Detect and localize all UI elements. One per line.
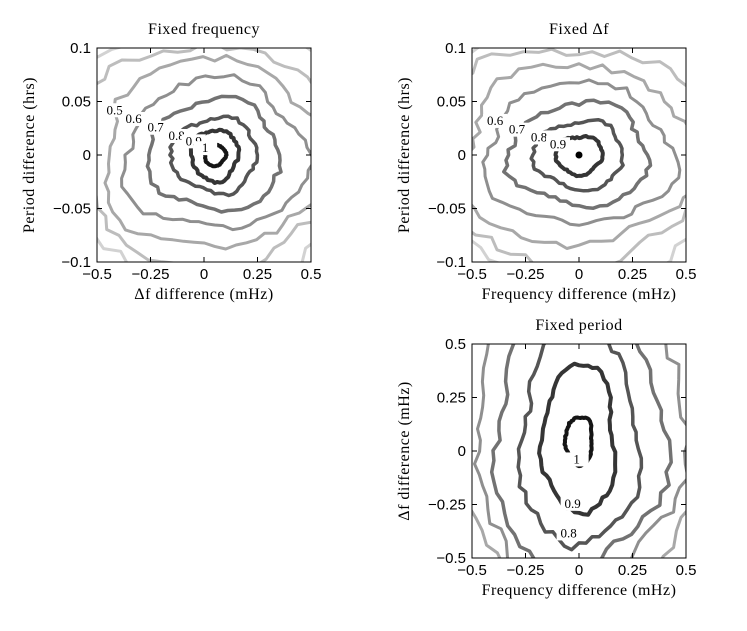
x-tick-label: −0.25 — [507, 562, 545, 579]
x-tick-label: 0.5 — [676, 562, 697, 579]
contour-label-bg — [102, 103, 127, 118]
contour-label-bg — [143, 120, 168, 135]
y-tick-label: 0 — [83, 147, 91, 164]
contour-lines — [472, 344, 686, 558]
contour-label: 0.9 — [565, 496, 581, 511]
panel-title: Fixed period — [535, 317, 622, 334]
contour-label-bg — [483, 113, 508, 128]
contour-level-0-5 — [103, 53, 311, 251]
x-tick-label: 0.25 — [618, 266, 647, 283]
contour-label-bg — [546, 137, 571, 152]
x-tick-label: 0.25 — [618, 562, 647, 579]
contour-label-bg — [560, 496, 585, 511]
x-tick-label: 0 — [575, 562, 583, 579]
panel-2: 0.6 0.7 0.8 0.9 −0.5 −0.25 0 0.25 0.5 −0.1 −0.05 0 0… — [396, 21, 697, 303]
contour-level-0-6 — [481, 78, 682, 227]
contour-label: 0.7 — [147, 120, 164, 135]
x-tick-label: 0.25 — [243, 266, 272, 283]
y-axis-label: Period difference (hrs) — [396, 77, 413, 233]
x-axis-label: Δf difference (mHz) — [134, 286, 273, 303]
y-tick-label: 0 — [458, 147, 466, 164]
y-tick-label: 0.05 — [437, 94, 466, 111]
contour-label-bg — [556, 526, 581, 541]
contour-level-0-4 — [472, 48, 686, 262]
y-axis-label: Δf difference (mHz) — [396, 381, 413, 520]
contour-level-0-9 — [188, 127, 242, 185]
x-tick-label: −0.25 — [132, 266, 170, 283]
x-tick-label: −0.5 — [457, 266, 487, 283]
contour-level-0-9 — [537, 361, 618, 517]
panel-1: 0.50.60.70.8 0.9 1−0.5 −0.25 0 0.25 0.5−0.1−0.… — [21, 21, 322, 303]
contour-label: 0.5 — [106, 102, 122, 117]
panel-title: Fixed frequency — [148, 21, 260, 38]
contour-level-0-7 — [145, 94, 283, 214]
contour-level-0-7 — [502, 98, 653, 210]
contour-level-0-4 — [97, 48, 311, 262]
contour-level-0-6 — [473, 344, 686, 558]
contour-label: 0.8 — [168, 128, 184, 143]
contour-label-bg — [121, 111, 146, 126]
y-tick-label: −0.05 — [428, 201, 466, 218]
panel-3: 0.8 0.9 1 −0.5 −0.25 0 0.25 0.5 −0.5 −0.25 0 0.25 0.… — [396, 317, 697, 599]
y-tick-label: −0.1 — [61, 254, 91, 271]
x-axis-label: Frequency difference (mHz) — [482, 582, 677, 599]
contour-label: 1 — [573, 451, 580, 466]
x-tick-label: −0.25 — [507, 266, 545, 283]
contour-label: 0.6 — [487, 113, 504, 128]
contour-label: 0.8 — [560, 525, 576, 540]
x-tick-label: 0.5 — [676, 266, 697, 283]
y-tick-label: 0.1 — [70, 40, 91, 57]
contour-level-0-8 — [529, 117, 625, 193]
peak-marker — [575, 151, 583, 159]
contour-label-bg — [193, 141, 218, 156]
contour-label: 0.6 — [126, 111, 143, 126]
contour-label-bg — [526, 130, 551, 145]
contour-label: 0.9 — [550, 136, 566, 151]
y-tick-label: 0.25 — [437, 390, 466, 407]
contour-level-0-7 — [489, 344, 673, 558]
y-tick-label: 0.1 — [445, 40, 466, 57]
x-tick-label: −0.5 — [82, 266, 112, 283]
y-tick-label: 0.05 — [62, 94, 91, 111]
y-tick-label: 0 — [458, 443, 466, 460]
contour-level-0-8 — [516, 344, 644, 552]
x-tick-label: 0 — [575, 266, 583, 283]
contour-label: 1 — [202, 140, 209, 155]
contour-level-0-9 — [553, 134, 605, 179]
contour-level-0-8 — [168, 114, 260, 198]
contour-label: 0.8 — [531, 129, 547, 144]
y-tick-label: −0.1 — [436, 254, 466, 271]
y-tick-label: −0.05 — [53, 201, 91, 218]
x-tick-label: 0 — [200, 266, 208, 283]
y-tick-label: 0.5 — [445, 336, 466, 353]
panel-title: Fixed Δf — [549, 21, 609, 38]
y-axis-label: Period difference (hrs) — [21, 77, 38, 233]
contour-level-0-3 — [97, 48, 311, 262]
contour-lines — [472, 48, 686, 262]
y-tick-label: −0.25 — [428, 497, 466, 514]
contour-label-bg — [505, 122, 530, 137]
contour-level-0-5 — [472, 62, 686, 250]
x-tick-label: 0.5 — [301, 266, 322, 283]
y-tick-label: −0.5 — [436, 550, 466, 567]
x-tick-label: −0.5 — [457, 562, 487, 579]
contour-label-bg — [564, 452, 589, 467]
x-axis-label: Frequency difference (mHz) — [482, 286, 677, 303]
contour-lines — [97, 48, 311, 262]
contour-label: 0.7 — [509, 122, 526, 137]
contour-level-0-6 — [120, 73, 311, 232]
